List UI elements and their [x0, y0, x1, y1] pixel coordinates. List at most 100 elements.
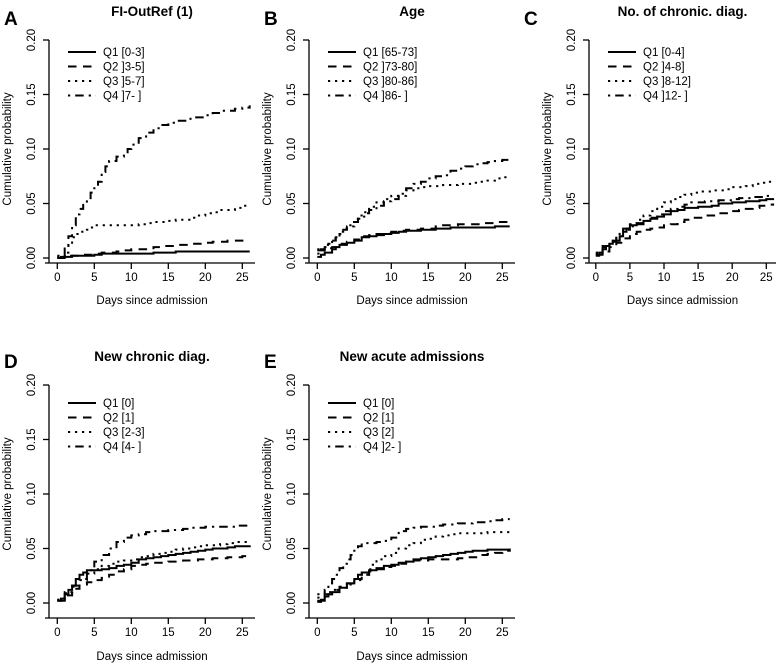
x-tick-label: 15 [422, 272, 435, 284]
y-tick-label: 0.05 [286, 537, 298, 559]
panel-E-plot: E New acute admissions 0.00 0.05 0.10 0.15 0.2… [262, 349, 515, 663]
legend-label: Q4 ]7- ] [103, 91, 141, 103]
x-tick-label: 20 [459, 627, 472, 639]
y-tick-label: 0.15 [26, 428, 38, 450]
panel-letter: C [524, 9, 538, 30]
series-q3-curve [317, 176, 511, 251]
y-tick-label: 0.20 [26, 29, 38, 51]
y-axis-label: Cumulative probability [2, 437, 14, 550]
y-tick-label: 0.10 [566, 138, 578, 160]
y-tick-label: 0.20 [566, 29, 578, 51]
legend-label: Q3 ]8-12] [643, 76, 691, 88]
x-tick-label: 25 [236, 627, 249, 639]
legend-label: Q1 [0-4] [643, 47, 685, 59]
y-tick-label: 0.00 [26, 247, 38, 269]
x-tick-label: 15 [162, 272, 175, 284]
x-tick-label: 5 [351, 627, 357, 639]
x-tick-label: 25 [496, 627, 509, 639]
x-tick-label: 20 [199, 272, 212, 284]
panel-title: New chronic diag. [94, 349, 210, 364]
series-q1-curve [317, 548, 511, 603]
x-tick-label: 10 [658, 272, 671, 284]
x-axis-label: Days since admission [96, 295, 207, 307]
x-tick-label: 15 [422, 627, 435, 639]
x-tick-label: 0 [54, 272, 60, 284]
legend-label: Q3 ]80-86] [363, 76, 417, 88]
x-tick-label: 25 [236, 272, 249, 284]
legend-label: Q4 ]12- ] [643, 91, 688, 103]
y-axis-label: Cumulative probability [262, 437, 274, 550]
y-tick-label: 0.10 [286, 138, 298, 160]
x-tick-label: 15 [692, 272, 705, 284]
y-tick-label: 0.05 [26, 192, 38, 214]
y-axis-label: Cumulative probability [542, 92, 554, 205]
series-q4-curve [57, 105, 251, 257]
legend-label: Q2 ]73-80] [363, 62, 417, 74]
panel-letter: D [4, 352, 18, 373]
y-tick-label: 0.05 [566, 192, 578, 214]
panel-letter: A [4, 9, 18, 30]
x-tick-label: 5 [351, 272, 357, 284]
panel-C: C No. of chronic. diag. 0.00 0.05 0.10 0.15 0.… [520, 0, 778, 335]
legend-label: Q2 [1] [363, 413, 394, 425]
x-tick-label: 5 [91, 627, 97, 639]
legend-label: Q2 [1] [103, 413, 134, 425]
panel-A-plot: A FI-OutRef (1) 0.00 0.05 0.10 0.15 0.20 0 5 10 15… [2, 4, 255, 307]
legend-label: Q1 [0] [103, 398, 134, 410]
series-q4-curve [317, 518, 510, 599]
y-tick-label: 0.00 [566, 247, 578, 269]
series-q1-curve [595, 198, 775, 257]
x-tick-label: 20 [199, 627, 212, 639]
legend-label: Q1 [65-73] [363, 47, 417, 59]
x-axis-label: Days since admission [356, 651, 467, 663]
panel-title: FI-OutRef (1) [111, 4, 193, 19]
legend-label: Q2 ]3-5] [103, 62, 145, 74]
series-q4-curve [595, 194, 774, 254]
panel-B-plot: B Age 0.00 0.05 0.10 0.15 0.20 0 5 10 15 20 25 Days s… [262, 4, 515, 307]
y-axis-label: Cumulative probability [262, 92, 274, 205]
legend-label: Q2 ]4-8] [643, 62, 685, 74]
x-tick-label: 10 [125, 627, 138, 639]
y-axis-label: Cumulative probability [2, 92, 14, 205]
legend-label: Q1 [0-3] [103, 47, 145, 59]
y-tick-label: 0.10 [26, 138, 38, 160]
panel-title: No. of chronic. diag. [618, 4, 748, 19]
x-axis-label: Days since admission [356, 295, 467, 307]
x-tick-label: 20 [726, 272, 739, 284]
y-tick-label: 0.15 [566, 83, 578, 105]
panel-C-plot: C No. of chronic. diag. 0.00 0.05 0.10 0.15 0.… [524, 4, 776, 307]
x-tick-label: 0 [54, 627, 60, 639]
panel-title: Age [399, 4, 425, 19]
y-tick-label: 0.15 [26, 83, 38, 105]
y-tick-label: 0.20 [26, 374, 38, 396]
series-q4-curve [57, 524, 250, 601]
legend-label: Q3 ]5-7] [103, 76, 145, 88]
legend-label: Q4 ]2- ] [363, 442, 401, 454]
panel-D-plot: D New chronic diag. 0.00 0.05 0.10 0.15 0.20 0 5… [2, 349, 255, 663]
panel-letter: E [264, 352, 277, 373]
x-tick-label: 0 [593, 272, 599, 284]
y-tick-label: 0.00 [26, 592, 38, 614]
panel-title: New acute admissions [340, 349, 485, 364]
x-tick-label: 10 [385, 627, 398, 639]
series-q4-curve [317, 157, 511, 255]
legend-label: Q1 [0] [363, 398, 394, 410]
x-tick-label: 20 [459, 272, 472, 284]
x-tick-label: 0 [314, 272, 320, 284]
panel-E: E New acute admissions 0.00 0.05 0.10 0.15 0.2… [260, 335, 520, 671]
y-tick-label: 0.20 [286, 374, 298, 396]
series-q2-curve [57, 239, 250, 259]
y-tick-label: 0.15 [286, 83, 298, 105]
y-tick-label: 0.15 [286, 428, 298, 450]
y-tick-label: 0.20 [286, 29, 298, 51]
y-tick-label: 0.00 [286, 247, 298, 269]
legend-label: Q3 [2-3] [103, 427, 145, 439]
x-tick-label: 0 [314, 627, 320, 639]
legend-label: Q4 [4- ] [103, 442, 141, 454]
y-tick-label: 0.00 [286, 592, 298, 614]
panel-letter: B [264, 9, 278, 30]
series-q2-curve [317, 220, 511, 252]
x-tick-label: 25 [760, 272, 773, 284]
series-q3-curve [595, 180, 774, 255]
